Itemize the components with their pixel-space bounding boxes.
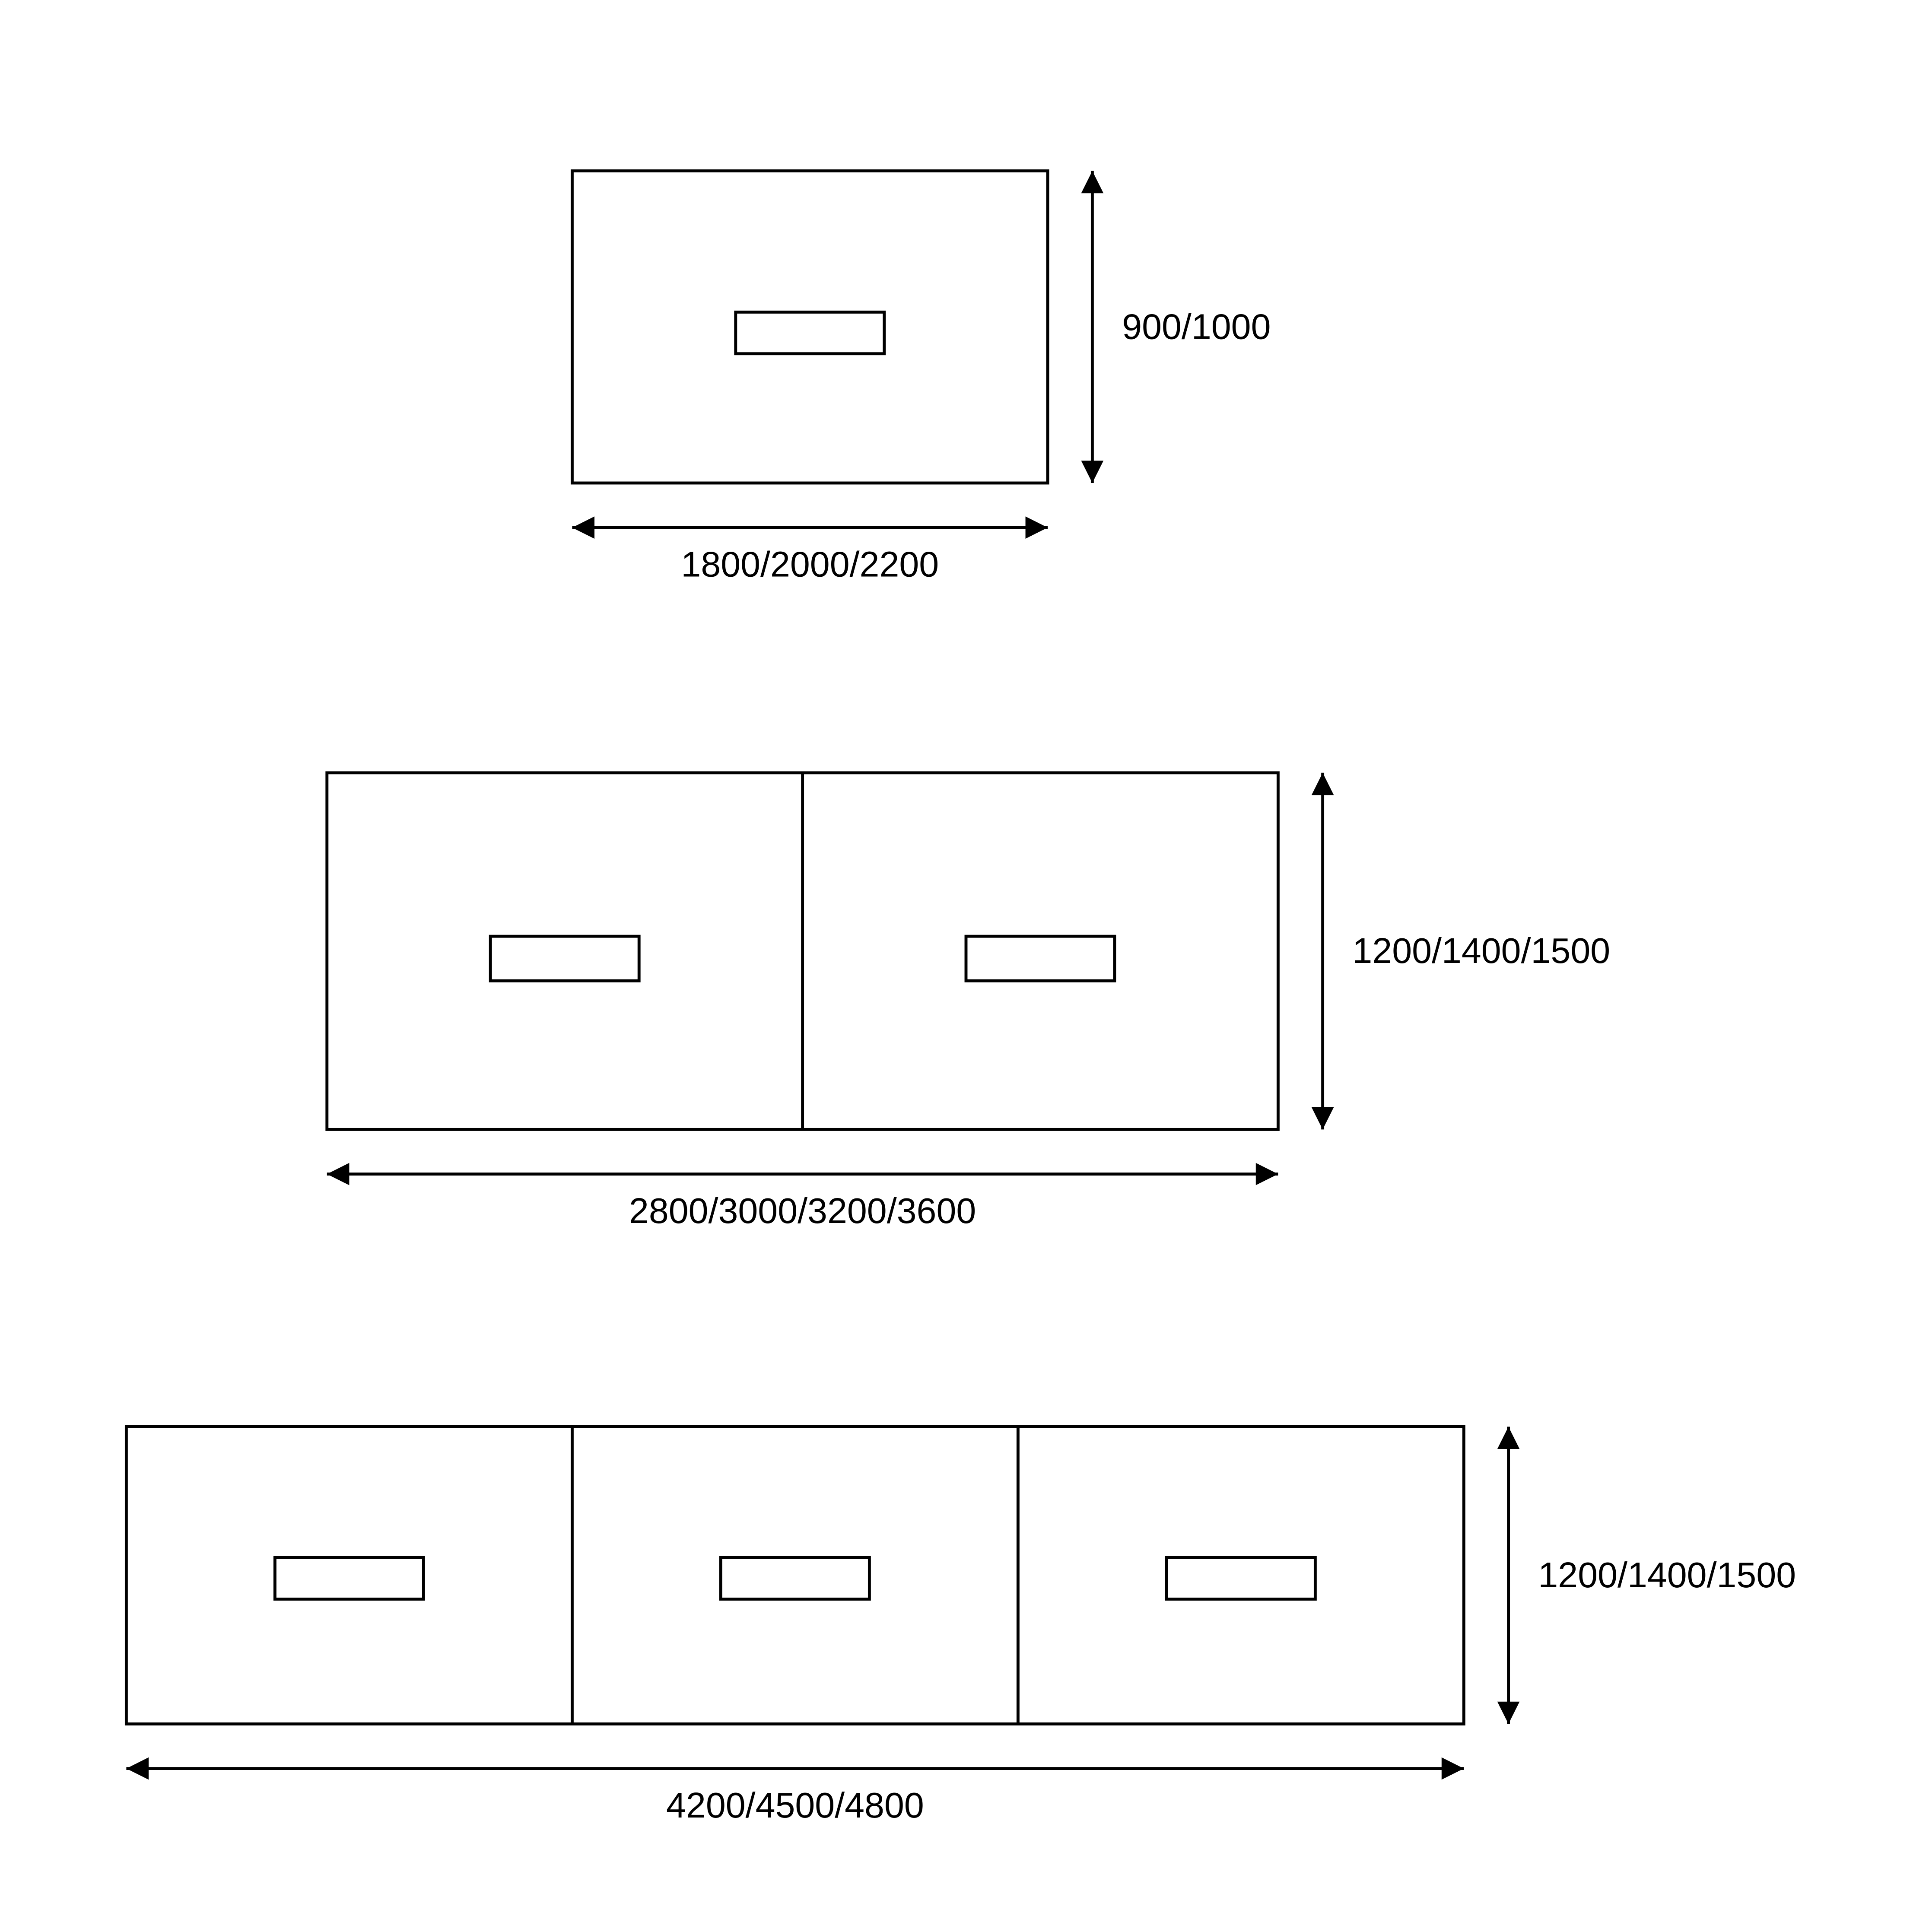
width-dimension-label: 2800/3000/3200/3600: [629, 1191, 976, 1231]
panel-slot: [490, 936, 639, 981]
variant-single-panel: 1800/2000/2200 900/1000: [572, 171, 1271, 585]
dimension-diagram: 1800/2000/2200 900/1000 2800/3000/3200/3…: [0, 0, 1932, 1932]
width-dimension-label: 1800/2000/2200: [681, 545, 939, 585]
panel-slot: [966, 936, 1115, 981]
height-dimension-label: 1200/1400/1500: [1538, 1555, 1796, 1595]
panel-slot: [736, 312, 884, 353]
panel-slot: [1166, 1557, 1315, 1599]
variant-double-panel: 2800/3000/3200/3600 1200/1400/1500: [327, 773, 1610, 1231]
height-dimension-label: 900/1000: [1122, 307, 1271, 346]
panel-slot: [721, 1557, 869, 1599]
variant-triple-panel: 4200/4500/4800 1200/1400/1500: [126, 1427, 1796, 1825]
width-dimension-label: 4200/4500/4800: [666, 1786, 924, 1825]
height-dimension-label: 1200/1400/1500: [1352, 931, 1610, 971]
panel-slot: [275, 1557, 423, 1599]
